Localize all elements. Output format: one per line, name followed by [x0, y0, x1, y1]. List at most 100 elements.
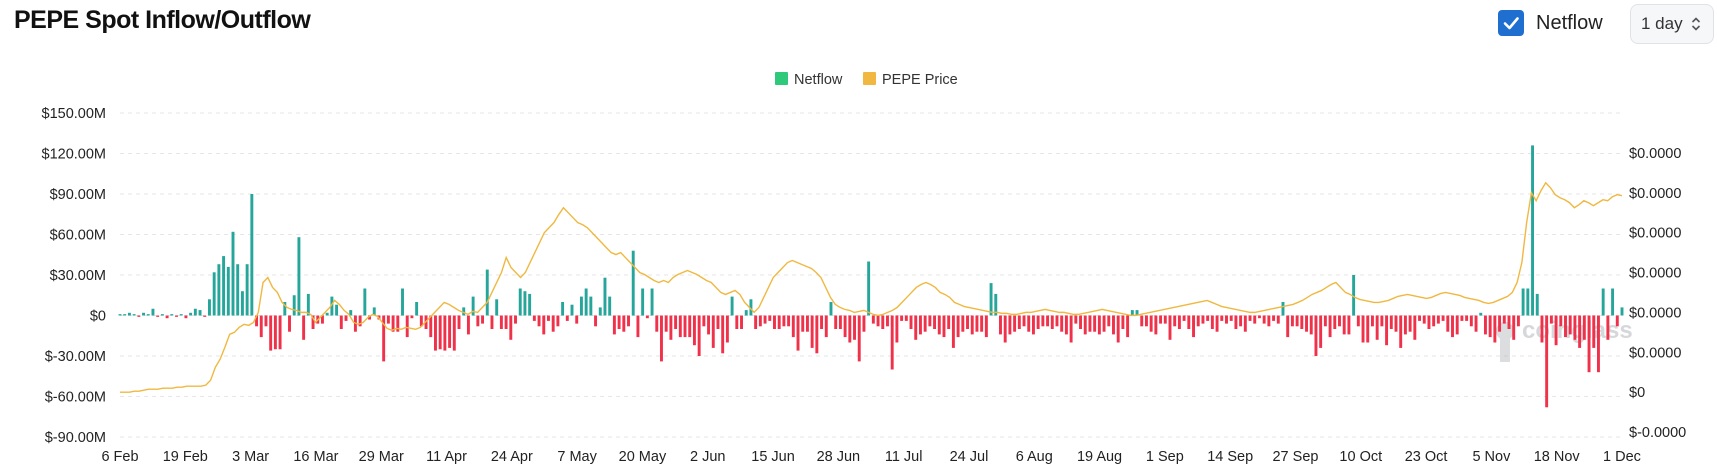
netflow-bar: [763, 315, 767, 324]
netflow-bar: [1300, 315, 1304, 329]
netflow-bar: [499, 315, 503, 329]
chart-grid: [120, 112, 1622, 438]
netflow-bar: [325, 312, 329, 316]
watermark-logo: coinglass: [1496, 317, 1633, 362]
netflow-bar: [349, 310, 353, 316]
netflow-checkbox[interactable]: [1498, 10, 1524, 36]
y-left-tick-label: $60.00M: [50, 228, 106, 244]
netflow-bar: [302, 315, 306, 340]
netflow-bar: [1135, 310, 1139, 316]
netflow-bar: [1455, 315, 1459, 335]
netflow-bar: [773, 315, 776, 329]
netflow-bar: [951, 315, 955, 348]
netflow-bar: [1154, 315, 1158, 335]
x-tick-label: 18 Nov: [1534, 449, 1581, 465]
netflow-bar: [1592, 315, 1596, 348]
netflow-bar: [537, 315, 541, 327]
price-line: [120, 181, 1623, 393]
netflow-bar: [1573, 315, 1577, 340]
y-right-tick-label: $0.0000: [1629, 305, 1681, 321]
netflow-bar: [368, 315, 372, 320]
netflow-bar: [466, 315, 470, 335]
netflow-toggle[interactable]: Netflow: [1498, 10, 1603, 36]
interval-select[interactable]: 1 day: [1630, 4, 1714, 44]
netflow-bar: [1319, 315, 1323, 348]
legend-label-netflow: Netflow: [794, 72, 843, 88]
y-right-tick-label: $0.0000: [1629, 226, 1681, 242]
netflow-bar: [410, 315, 414, 319]
netflow-bar: [1173, 315, 1177, 327]
netflow-bar: [1013, 315, 1017, 332]
netflow-bar: [900, 315, 904, 321]
y-left-tick-label: $-30.00M: [45, 349, 106, 365]
netflow-bar: [1305, 315, 1308, 332]
netflow-bar: [871, 315, 875, 324]
netflow-bar: [457, 315, 461, 329]
netflow-bar: [1352, 275, 1356, 316]
netflow-bar: [631, 250, 635, 316]
netflow-bar: [890, 315, 894, 370]
netflow-bar: [1286, 315, 1290, 338]
netflow-bar: [1356, 315, 1360, 327]
netflow-bar: [330, 296, 334, 316]
netflow-bar: [627, 315, 630, 327]
y-left-tick-label: $90.00M: [50, 187, 106, 203]
netflow-bar: [711, 315, 715, 348]
y-right-tick-label: $0.0000: [1629, 345, 1681, 361]
netflow-bar: [608, 296, 612, 316]
netflow-bar: [1107, 315, 1111, 327]
netflow-bar: [509, 315, 513, 340]
netflow-bar: [344, 315, 348, 321]
netflow-bar: [1074, 315, 1078, 324]
netflow-bar: [372, 307, 376, 316]
netflow-bar: [415, 302, 419, 316]
netflow-bar: [401, 288, 404, 316]
netflow-bar: [1196, 315, 1200, 327]
netflow-bar: [575, 315, 579, 324]
netflow-bar: [245, 264, 249, 316]
netflow-bar: [1540, 315, 1544, 343]
netflow-bar: [1545, 315, 1549, 408]
netflow-bar: [1177, 315, 1181, 329]
netflow-bar: [259, 315, 263, 338]
y-left-tick-label: $120.00M: [42, 147, 107, 163]
netflow-bar: [504, 315, 508, 329]
netflow-bar: [805, 315, 809, 332]
netflow-bar: [1385, 315, 1389, 346]
netflow-bar: [782, 315, 786, 327]
netflow-bar: [1451, 315, 1454, 338]
netflow-bar: [669, 315, 673, 340]
y-right-tick-label: $0.0000: [1629, 266, 1681, 282]
netflow-bar: [1083, 315, 1087, 335]
netflow-bar: [269, 315, 273, 351]
netflow-bar: [1187, 315, 1191, 329]
netflow-bar: [1112, 315, 1115, 335]
netflow-bar: [1149, 315, 1153, 332]
netflow-bar: [1229, 315, 1233, 321]
netflow-bar: [1521, 288, 1525, 316]
netflow-bar: [1041, 315, 1045, 327]
netflow-bar: [904, 315, 908, 321]
netflow-bar: [1126, 315, 1130, 338]
netflow-bar: [396, 315, 400, 332]
netflow-bar: [179, 314, 183, 316]
netflow-bar: [118, 314, 122, 316]
netflow-bar: [702, 315, 706, 327]
netflow-bar: [570, 304, 574, 316]
netflow-bar: [1262, 315, 1266, 324]
netflow-bar: [692, 315, 696, 346]
netflow-bar: [297, 237, 301, 316]
netflow-bar: [438, 315, 442, 350]
netflow-bar: [994, 293, 998, 316]
netflow-bars: [118, 145, 1624, 408]
netflow-bar: [1267, 315, 1271, 327]
netflow-bar: [485, 269, 489, 316]
netflow-bar: [198, 310, 202, 316]
netflow-bar: [881, 315, 885, 329]
netflow-bar: [1408, 315, 1412, 332]
netflow-bar: [170, 314, 174, 316]
netflow-bar: [1554, 315, 1558, 346]
chevron-up-down-icon: [1691, 16, 1701, 32]
netflow-bar: [208, 299, 211, 316]
netflow-bar: [1121, 315, 1125, 329]
